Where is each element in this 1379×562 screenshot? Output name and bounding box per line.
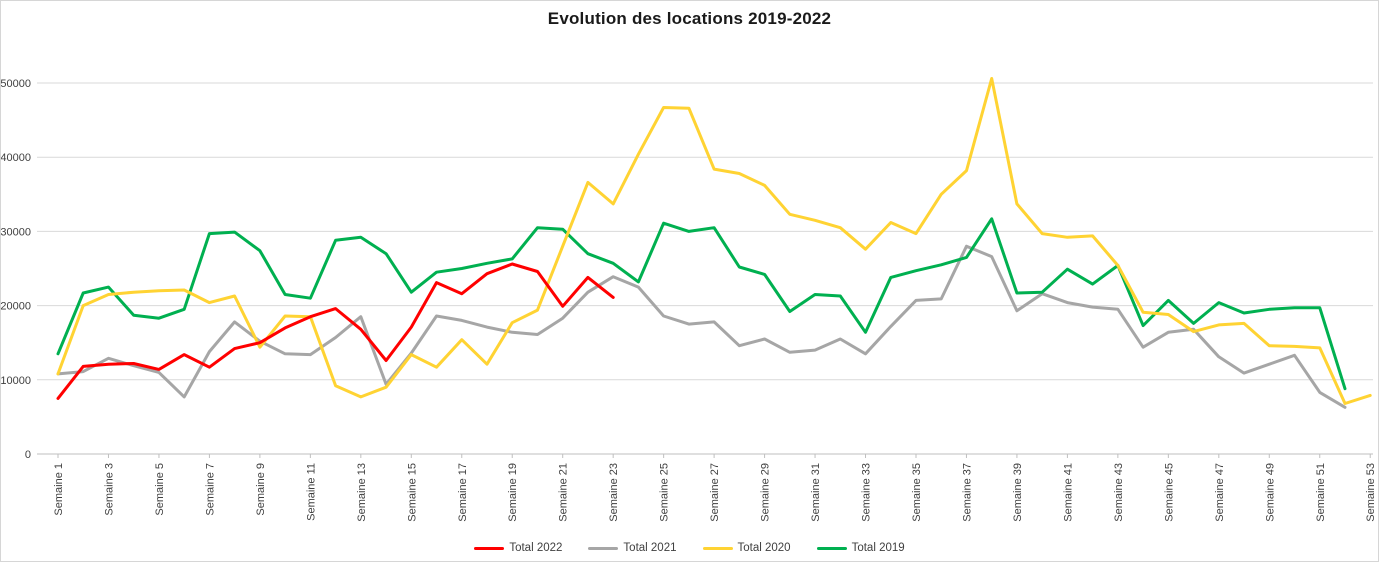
x-axis-label: Semaine 41 <box>1062 463 1074 522</box>
series-line-total-2021 <box>56 244 1347 409</box>
x-axis-label: Semaine 25 <box>659 463 671 522</box>
legend-label-total-2021: Total 2021 <box>623 542 677 554</box>
x-axis-label: Semaine 53 <box>1365 463 1377 522</box>
legend-label-total-2022: Total 2022 <box>509 542 563 554</box>
y-axis-label: 0 <box>25 449 31 461</box>
x-axis-label: Semaine 1 <box>53 463 65 516</box>
legend-item-total-2019: Total 2019 <box>816 542 905 554</box>
y-axis-label: 30000 <box>1 226 31 238</box>
series-line-total-2019 <box>56 217 1347 391</box>
x-axis-label: Semaine 19 <box>507 463 519 522</box>
legend-swatch-total-2019 <box>816 546 847 550</box>
x-axis-label: Semaine 23 <box>608 463 620 522</box>
y-axis-label: 20000 <box>1 301 31 313</box>
legend-label-total-2020: Total 2020 <box>737 542 791 554</box>
x-axis-label: Semaine 9 <box>255 463 267 516</box>
x-axis-label: Semaine 37 <box>961 463 973 522</box>
x-axis-label: Semaine 15 <box>406 463 418 522</box>
y-axis-label: 10000 <box>1 375 31 387</box>
legend-swatch-total-2021 <box>588 546 619 550</box>
y-axis-label: 50000 <box>1 78 31 90</box>
legend-swatch-total-2020 <box>702 546 733 550</box>
x-axis-label: Semaine 35 <box>911 463 923 522</box>
x-axis-label: Semaine 39 <box>1012 463 1024 522</box>
y-axis-label: 40000 <box>1 152 31 164</box>
x-axis-label: Semaine 17 <box>457 463 469 522</box>
x-axis-label: Semaine 49 <box>1264 463 1276 522</box>
series-line-total-2022 <box>56 262 615 400</box>
legend-item-total-2020: Total 2020 <box>702 542 791 554</box>
chart-title: Evolution des locations 2019-2022 <box>547 9 832 28</box>
x-axis-label: Semaine 13 <box>356 463 368 522</box>
legend-label-total-2019: Total 2019 <box>851 542 905 554</box>
x-axis-label: Semaine 5 <box>154 463 166 516</box>
x-axis-label: Semaine 51 <box>1315 463 1327 522</box>
x-axis-label: Semaine 43 <box>1113 463 1125 522</box>
x-axis-label: Semaine 33 <box>861 463 873 522</box>
legend-swatch-total-2022 <box>474 546 505 550</box>
x-axis-label: Semaine 27 <box>709 463 721 522</box>
chart-legend: Total 2022 Total 2021 Total 2020 Total 2… <box>1 542 1378 554</box>
legend-item-total-2022: Total 2022 <box>474 542 562 554</box>
series-line-total-2020 <box>56 77 1372 405</box>
x-axis-label: Semaine 31 <box>810 463 822 522</box>
legend-item-total-2021: Total 2021 <box>588 542 677 554</box>
x-axis-label: Semaine 3 <box>103 463 115 516</box>
x-axis-label: Semaine 47 <box>1214 463 1226 522</box>
x-axis-label: Semaine 7 <box>204 463 216 516</box>
x-axis-label: Semaine 45 <box>1163 463 1175 522</box>
x-axis-label: Semaine 29 <box>760 463 772 522</box>
x-axis-label: Semaine 11 <box>305 463 317 521</box>
x-axis-label: Semaine 21 <box>558 463 570 522</box>
